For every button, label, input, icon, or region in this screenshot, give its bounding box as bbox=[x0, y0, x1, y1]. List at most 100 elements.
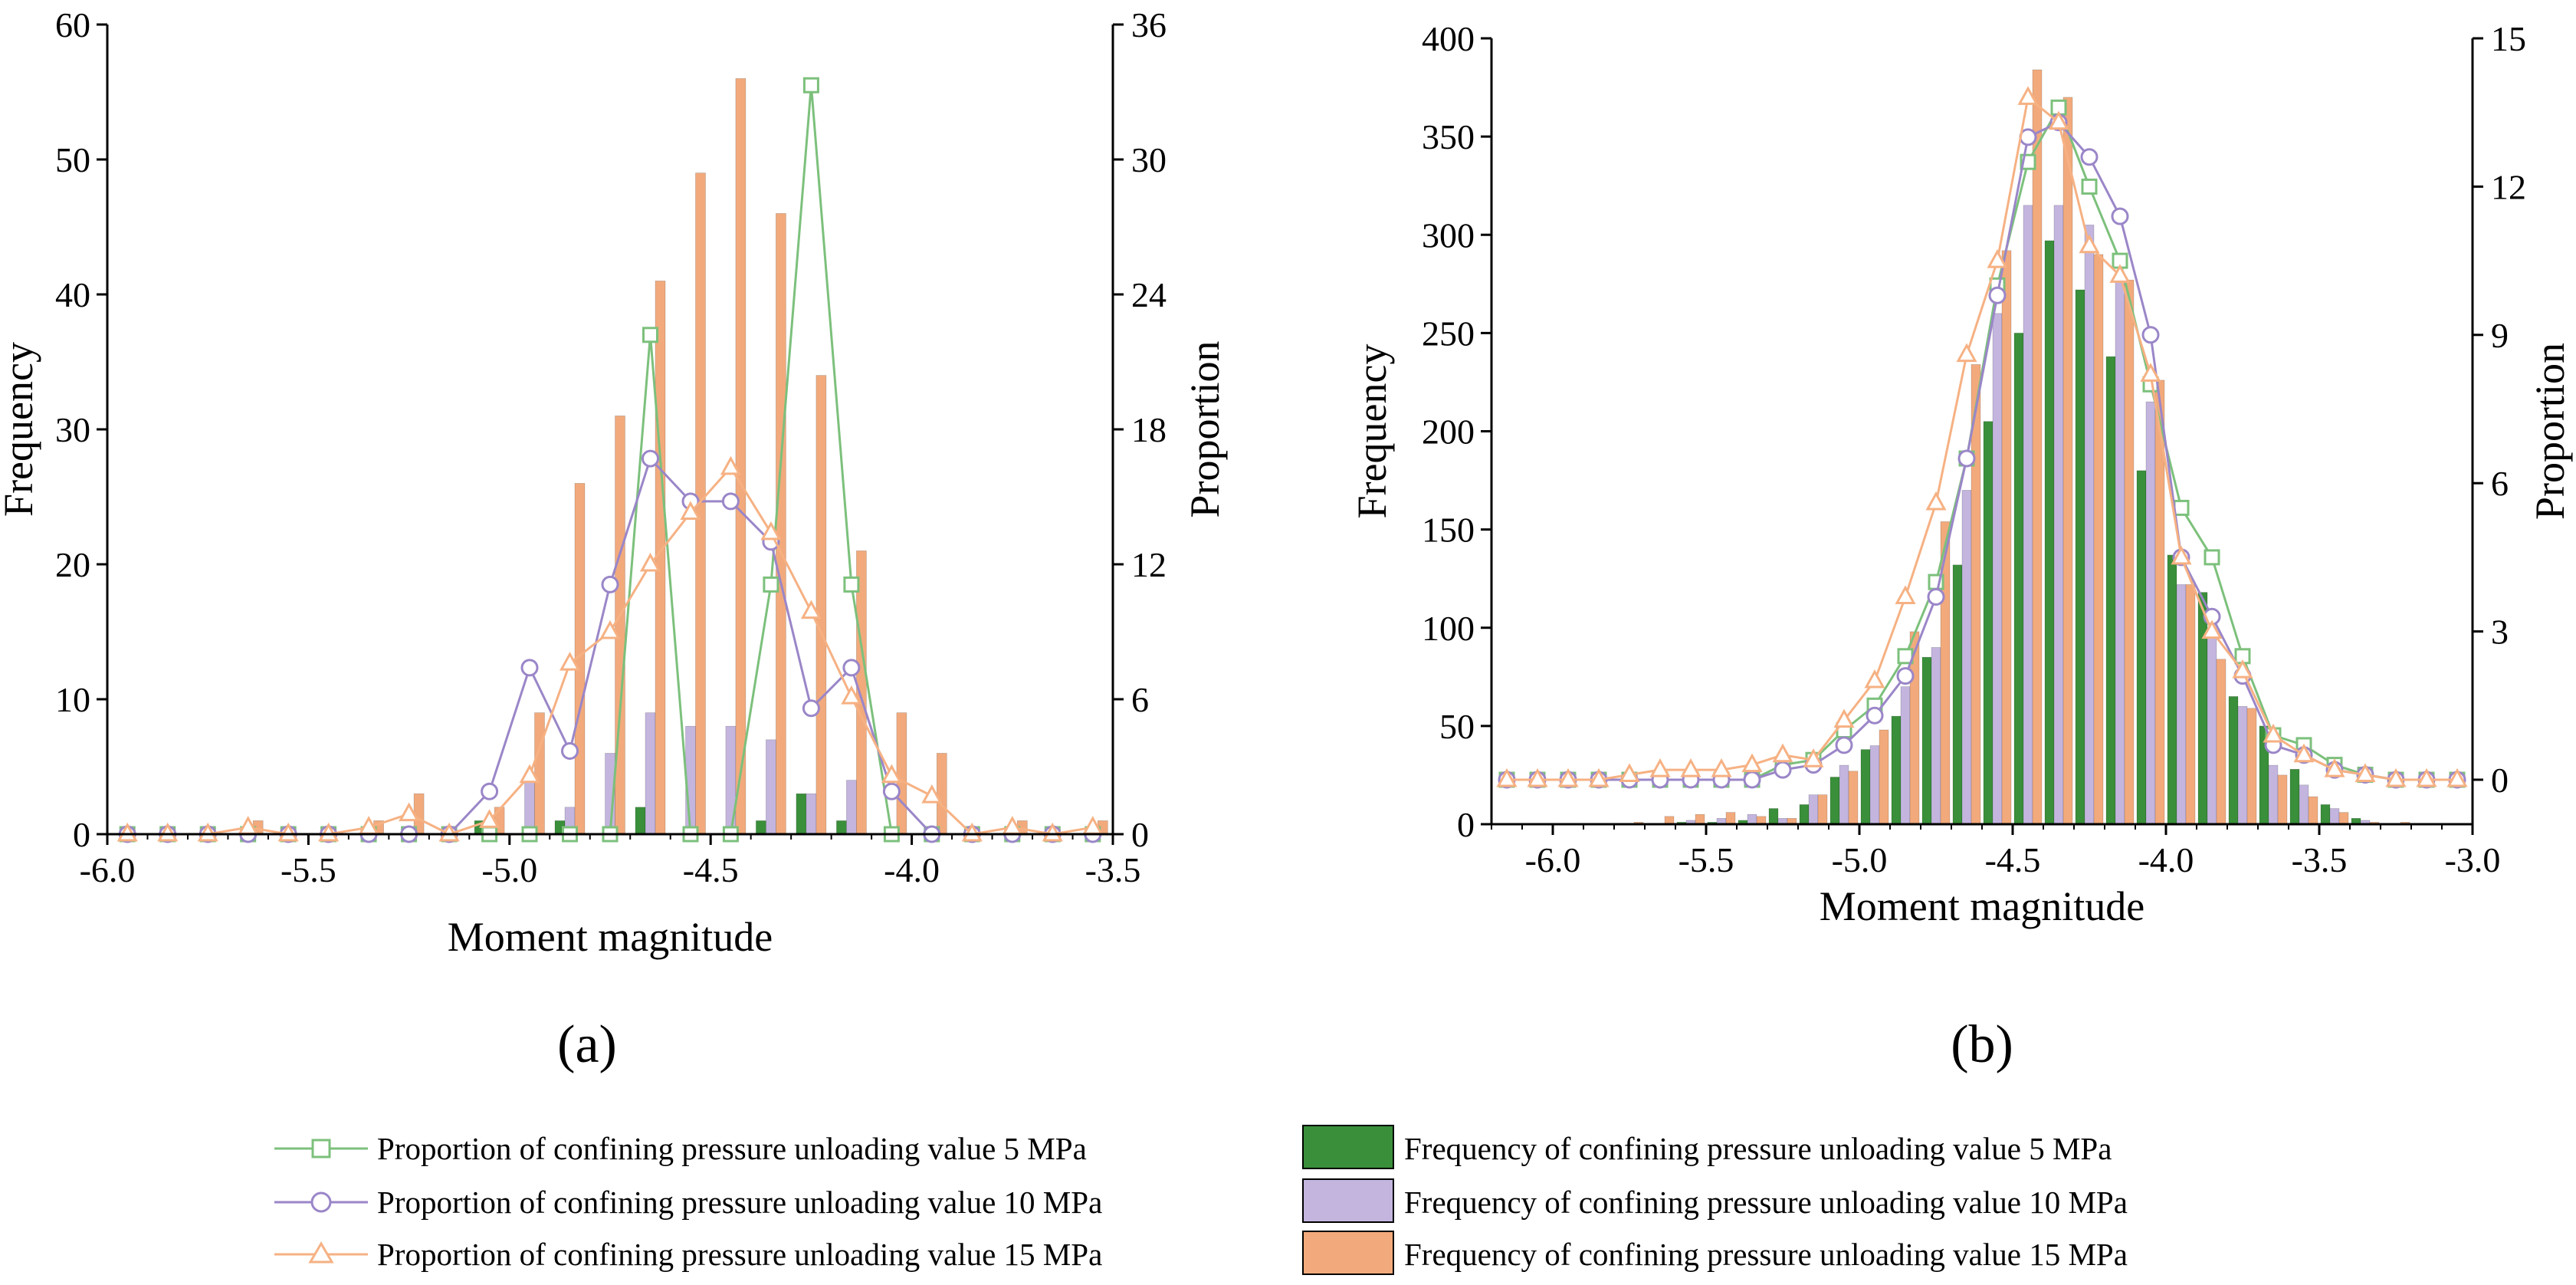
legend-swatch-freq5 bbox=[1302, 1125, 1394, 1169]
marker-line5-16 bbox=[763, 576, 779, 593]
panel-label: (a) bbox=[557, 1015, 617, 1074]
marker-line15-19 bbox=[2079, 234, 2100, 254]
bar-p5-15 bbox=[1952, 564, 1963, 825]
marker-line10-9 bbox=[481, 782, 499, 800]
x-tick-label: -5.5 bbox=[281, 850, 336, 889]
y2-tick-label: 36 bbox=[1131, 5, 1167, 44]
y-tick-label: 50 bbox=[1439, 707, 1475, 746]
marker-line15-29 bbox=[2385, 767, 2407, 787]
marker-line5-22 bbox=[2173, 499, 2190, 516]
bar-p5-26 bbox=[2289, 768, 2300, 825]
y-tick-label: 10 bbox=[55, 680, 90, 719]
bar-p15-22 bbox=[2185, 584, 2196, 825]
y2-axis-label: Proportion bbox=[1182, 340, 1228, 518]
bar-p5-19 bbox=[2075, 289, 2085, 825]
marker-line15-10 bbox=[519, 764, 540, 784]
marker-line15-23 bbox=[1042, 822, 1063, 842]
bar-p10-8 bbox=[1747, 813, 1757, 825]
y2-tick-label: 6 bbox=[2491, 464, 2509, 503]
marker-line15-5 bbox=[318, 822, 340, 842]
y2-tick-label: 15 bbox=[2491, 19, 2526, 58]
marker-line15-13 bbox=[1895, 585, 1916, 604]
bar-p5-27 bbox=[2320, 804, 2331, 825]
legend-item-freq5: Frequency of confining pressure unloadin… bbox=[1302, 1125, 2112, 1169]
bar-p5-17 bbox=[2013, 333, 2024, 825]
bar-p10-12 bbox=[1869, 745, 1880, 825]
bar-p15-11 bbox=[1848, 771, 1859, 825]
legend-item-prop10: Proportion of confining pressure unloadi… bbox=[274, 1185, 1102, 1220]
legend-item-prop5: Proportion of confining pressure unloadi… bbox=[274, 1131, 1087, 1166]
y-tick-label: 300 bbox=[1422, 215, 1475, 255]
bar-p10-13 bbox=[1900, 686, 1911, 825]
bar-p10-27 bbox=[2329, 808, 2340, 825]
bar-p5-21 bbox=[2136, 470, 2147, 825]
marker-line10-10 bbox=[520, 659, 539, 677]
marker-line15-3 bbox=[1588, 767, 1610, 787]
bars bbox=[252, 78, 1108, 835]
legend-label-prop15: Proportion of confining pressure unloadi… bbox=[377, 1237, 1102, 1272]
marker-line15-4 bbox=[1619, 763, 1640, 783]
bar-p10-25 bbox=[2268, 764, 2279, 825]
marker-line10-19 bbox=[882, 782, 901, 800]
bar-p15-10 bbox=[1817, 794, 1828, 825]
bar-p10-21 bbox=[2145, 401, 2156, 825]
y2-tick-label: 24 bbox=[1131, 275, 1167, 314]
marker-line15-15 bbox=[720, 455, 741, 475]
bar-p15-19 bbox=[896, 712, 907, 835]
y2-tick-label: 30 bbox=[1131, 140, 1167, 179]
axes: -6.0 -5.5 -5.0 -4.5 -4.0 -3.5 -3.0050100150200… bbox=[1422, 19, 2526, 879]
marker-line15-1 bbox=[157, 822, 179, 842]
bar-p5-13 bbox=[635, 807, 646, 835]
marker-line15-14 bbox=[1925, 491, 1947, 511]
marker-line10-14 bbox=[1927, 588, 1945, 606]
marker-line15-27 bbox=[2324, 758, 2345, 777]
marker-line10-21 bbox=[2141, 326, 2160, 344]
legend-label-freq5: Frequency of confining pressure unloadin… bbox=[1404, 1131, 2112, 1166]
marker-line15-20 bbox=[2109, 264, 2131, 283]
y2-tick-label: 6 bbox=[1131, 680, 1149, 719]
marker-line15-31 bbox=[2446, 767, 2468, 787]
marker-line15-0 bbox=[1496, 767, 1518, 787]
x-axis-label: Moment magnitude bbox=[448, 914, 773, 960]
bar-p15-24 bbox=[2246, 708, 2257, 825]
y-tick-label: 250 bbox=[1422, 314, 1475, 353]
marker-line5-23 bbox=[2204, 549, 2220, 566]
axes: -6.0 -5.5 -5.0 -4.5 -4.0 -3.50102030405060061… bbox=[55, 5, 1167, 889]
bar-p10-22 bbox=[2176, 584, 2187, 825]
x-tick-label: -4.0 bbox=[2138, 840, 2194, 879]
x-tick-label: -4.0 bbox=[884, 850, 940, 889]
marker-line15-7 bbox=[399, 802, 420, 822]
legend-swatch-freq10 bbox=[1302, 1178, 1394, 1223]
marker-line15-30 bbox=[2416, 767, 2437, 787]
legend-label-prop5: Proportion of confining pressure unloadi… bbox=[377, 1131, 1087, 1166]
bars bbox=[1633, 69, 2410, 825]
marker-line15-2 bbox=[197, 822, 218, 842]
marker-line15-19 bbox=[881, 764, 902, 784]
bar-p10-19 bbox=[2084, 225, 2095, 825]
bar-p5-11 bbox=[1829, 777, 1840, 825]
legend-item-freq10: Frequency of confining pressure unloadin… bbox=[1302, 1178, 2128, 1223]
marker-line10-8 bbox=[1743, 771, 1761, 789]
bar-p10-17 bbox=[806, 793, 817, 835]
bar-p5-16 bbox=[1983, 421, 1994, 825]
marker-line10-9 bbox=[1774, 761, 1792, 779]
marker-line15-17 bbox=[800, 600, 822, 619]
y-tick-label: 20 bbox=[55, 545, 90, 584]
y2-axis-label: Proportion bbox=[2527, 343, 2573, 520]
bar-p15-25 bbox=[2277, 774, 2288, 825]
bar-p15-17 bbox=[2032, 69, 2043, 825]
bar-p15-20 bbox=[2124, 279, 2135, 825]
series-line-line10 bbox=[1507, 120, 2457, 781]
bar-p5-9 bbox=[1768, 808, 1779, 825]
marker-line15-9 bbox=[479, 809, 500, 828]
bar-p15-16 bbox=[776, 213, 786, 835]
marker-line15-10 bbox=[1803, 748, 1824, 767]
marker-line15-22 bbox=[2171, 545, 2192, 565]
marker-line15-8 bbox=[438, 822, 460, 842]
marker-line15-26 bbox=[2293, 743, 2315, 763]
y-tick-label: 0 bbox=[73, 815, 90, 854]
bar-p10-18 bbox=[2053, 205, 2064, 825]
marker-line15-11 bbox=[1833, 708, 1855, 728]
bar-p10-17 bbox=[2023, 205, 2033, 825]
marker-line15-9 bbox=[1772, 743, 1793, 763]
